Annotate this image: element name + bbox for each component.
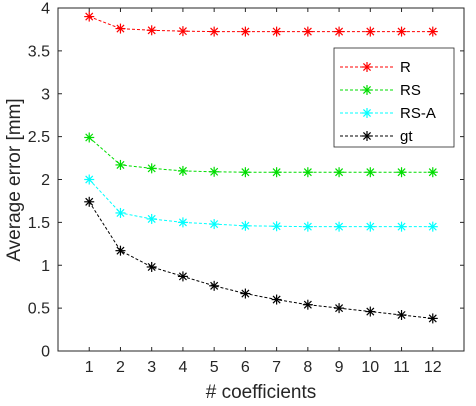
- data-point: [396, 167, 407, 178]
- data-point: [146, 25, 157, 36]
- data-point: [240, 167, 251, 178]
- data-point: [302, 26, 313, 37]
- legend-marker: [362, 62, 372, 72]
- x-tick-label: 2: [116, 359, 125, 376]
- y-tick-label: 0.5: [28, 301, 50, 318]
- x-tick-label: 9: [335, 359, 344, 376]
- data-point: [177, 165, 188, 176]
- data-point: [334, 303, 345, 314]
- y-axis-label: Average error [mm]: [4, 98, 25, 261]
- legend-item-rs: RS: [340, 82, 421, 99]
- data-point: [84, 132, 95, 143]
- data-point: [240, 288, 251, 299]
- series-r: [84, 11, 438, 37]
- data-point: [209, 219, 220, 230]
- x-tick-labels: 1 2 3 4 5 6 7 8 9 10 11 12: [85, 359, 442, 376]
- axis-ticks: [58, 7, 464, 352]
- data-point: [84, 196, 95, 207]
- data-point: [365, 26, 376, 37]
- x-axis-label: # coefficients: [206, 382, 317, 403]
- y-tick-label: 2.5: [28, 129, 50, 146]
- data-point: [115, 159, 126, 170]
- y-tick-label: 3: [41, 86, 50, 103]
- series-gt: [84, 196, 438, 324]
- data-point: [396, 309, 407, 320]
- data-point: [302, 167, 313, 178]
- legend-marker: [362, 131, 372, 141]
- x-tick-label: 12: [424, 359, 442, 376]
- y-tick-label: 1.5: [28, 215, 50, 232]
- series-line: [88, 179, 433, 228]
- data-point: [427, 313, 438, 324]
- legend-item-r: R: [340, 59, 411, 76]
- data-point: [396, 221, 407, 232]
- data-point: [427, 26, 438, 37]
- legend-label: R: [400, 59, 411, 76]
- y-tick-label: 3.5: [28, 43, 50, 60]
- data-point: [334, 221, 345, 232]
- legend-label: RS-A: [400, 105, 436, 122]
- data-point: [115, 23, 126, 34]
- data-point: [146, 261, 157, 272]
- data-point: [209, 166, 220, 177]
- data-point: [115, 207, 126, 218]
- data-point: [365, 167, 376, 178]
- y-tick-label: 0: [41, 344, 50, 361]
- legend-label: RS: [400, 82, 421, 99]
- data-point: [271, 221, 282, 232]
- x-tick-label: 3: [147, 359, 156, 376]
- x-tick-label: 1: [85, 359, 94, 376]
- y-tick-label: 4: [41, 1, 50, 18]
- legend-marker: [362, 108, 372, 118]
- y-tick-label: 1: [41, 258, 50, 275]
- x-tick-label: 6: [241, 359, 250, 376]
- legend-item-gt: gt: [340, 128, 413, 145]
- data-point: [146, 213, 157, 224]
- data-point: [365, 221, 376, 232]
- series-rs-a: [84, 174, 438, 232]
- data-point: [115, 245, 126, 256]
- data-point: [271, 167, 282, 178]
- data-point: [240, 220, 251, 231]
- data-point: [271, 294, 282, 305]
- data-point: [84, 174, 95, 185]
- data-point: [84, 11, 95, 22]
- data-point: [302, 299, 313, 310]
- data-point: [240, 26, 251, 37]
- series-line: [88, 201, 433, 319]
- data-point: [334, 26, 345, 37]
- x-tick-label: 4: [178, 359, 187, 376]
- data-point: [302, 221, 313, 232]
- data-point: [177, 26, 188, 37]
- data-point: [365, 306, 376, 317]
- data-point: [209, 26, 220, 37]
- series-rs: [84, 132, 438, 178]
- data-point: [334, 167, 345, 178]
- data-point: [271, 26, 282, 37]
- legend-box: [333, 47, 455, 148]
- x-tick-label: 7: [272, 359, 281, 376]
- data-point: [146, 163, 157, 174]
- series-line: [88, 137, 433, 173]
- legend-marker: [362, 85, 372, 95]
- legend-label: gt: [400, 128, 413, 145]
- data-point: [209, 280, 220, 291]
- x-tick-label: 8: [303, 359, 312, 376]
- y-tick-labels: 0 0.5 1 1.5 2 2.5 3 3.5 4: [28, 1, 50, 361]
- x-tick-label: 10: [361, 359, 379, 376]
- data-point: [427, 167, 438, 178]
- y-tick-label: 2: [41, 172, 50, 189]
- x-tick-label: 5: [210, 359, 219, 376]
- data-point: [177, 217, 188, 228]
- legend: R RS RS-A gt: [333, 47, 455, 148]
- data-point: [177, 271, 188, 282]
- data-point: [396, 26, 407, 37]
- data-point: [427, 221, 438, 232]
- series-layer: [84, 11, 438, 324]
- legend-item-rs-a: RS-A: [340, 105, 436, 122]
- x-tick-label: 11: [393, 359, 410, 376]
